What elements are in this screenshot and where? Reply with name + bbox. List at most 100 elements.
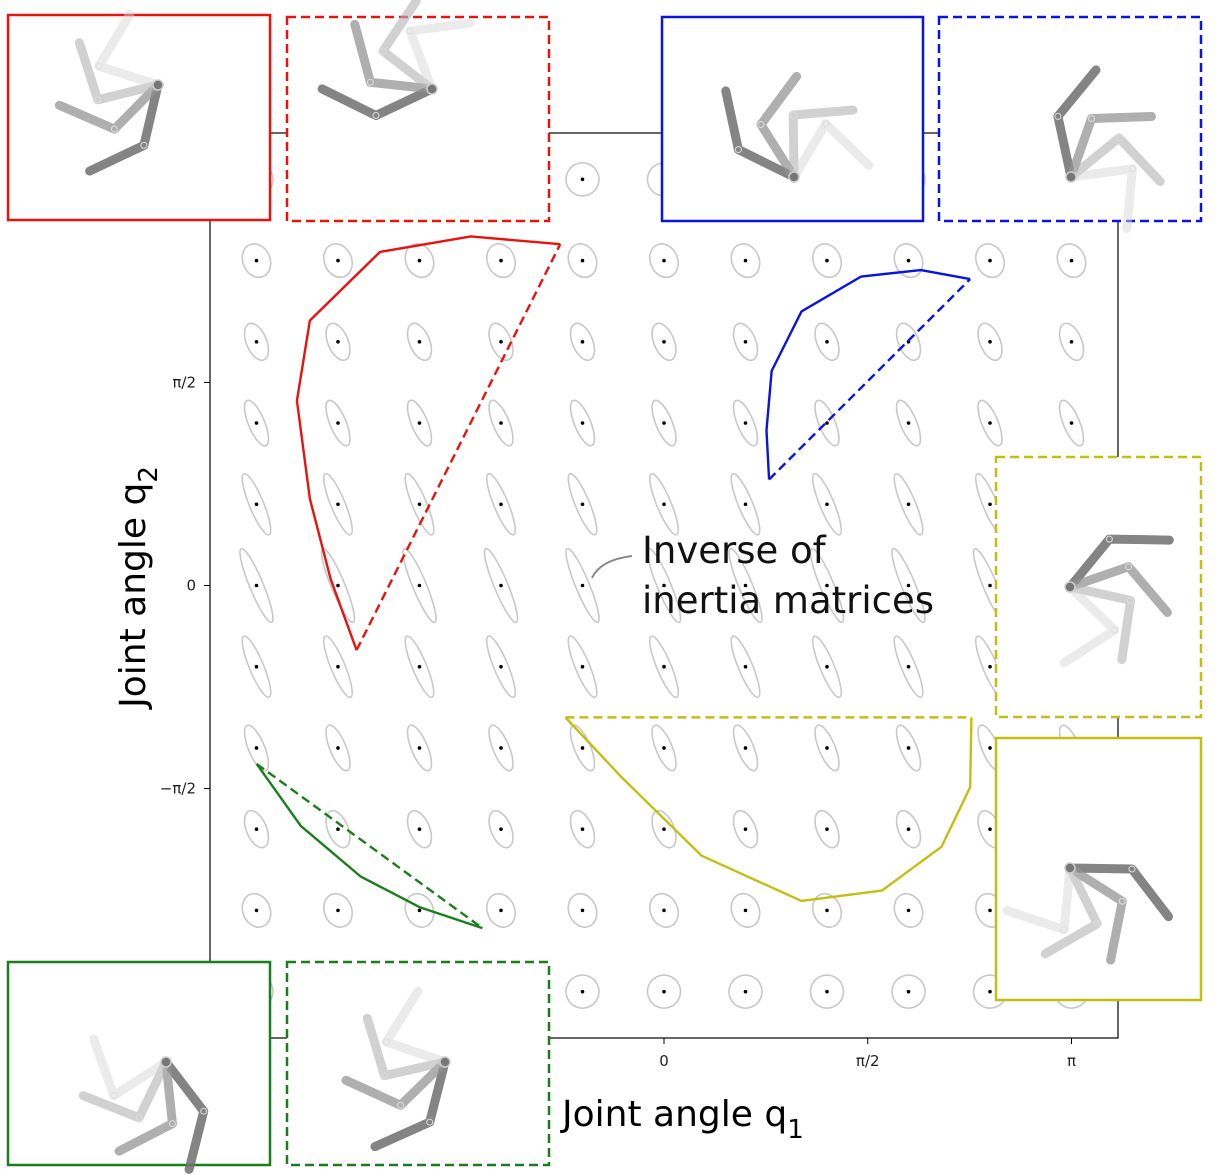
- grid-point: [580, 583, 585, 588]
- arm-link: [317, 84, 437, 120]
- inertia-ellipse: [565, 974, 600, 1009]
- grid-point: [743, 908, 748, 913]
- grid-point: [336, 339, 340, 344]
- arm-base: [152, 79, 164, 91]
- arm-base: [1065, 171, 1077, 183]
- inertia-ellipse: [1058, 399, 1085, 447]
- grid-point: [662, 421, 666, 425]
- inertia-ellipse: [569, 809, 596, 849]
- robot-arm: [1059, 534, 1174, 668]
- arm-link: [1065, 534, 1174, 592]
- grid-point: [580, 502, 585, 507]
- grid-point: [743, 746, 748, 750]
- robot-arm: [1002, 862, 1173, 965]
- trajectory: [295, 235, 561, 651]
- grid-point: [662, 746, 666, 750]
- grid-point: [417, 502, 422, 507]
- arm-link: [1065, 562, 1172, 617]
- arm-link: [1053, 65, 1101, 182]
- grid-point: [906, 827, 911, 832]
- inertia-ellipse: [895, 809, 922, 849]
- arm-link: [362, 1013, 450, 1081]
- arm-link: [341, 1057, 450, 1110]
- inertia-ellipse: [322, 635, 354, 699]
- robot-arm: [54, 10, 164, 176]
- inertia-ellipse: [895, 399, 922, 447]
- thumbnail-frame: [285, 15, 551, 223]
- arm-base: [439, 1056, 451, 1068]
- inertia-ellipse: [485, 243, 517, 279]
- inertia-ellipse: [243, 399, 270, 447]
- inertia-ellipse: [977, 399, 1003, 447]
- robot-arm: [78, 1034, 209, 1174]
- inertia-ellipse: [241, 243, 272, 279]
- arm-base: [160, 1056, 172, 1068]
- grid-point: [906, 664, 911, 669]
- grid-point: [254, 583, 259, 588]
- inertia-ellipse: [974, 243, 1006, 279]
- arm-joint: [94, 96, 102, 104]
- arm-joint: [1128, 865, 1136, 873]
- grid-point: [417, 583, 422, 588]
- grid-point: [417, 664, 422, 669]
- inertia-ellipse: [406, 399, 433, 447]
- grid-point: [906, 989, 911, 994]
- inertia-ellipse: [648, 892, 680, 928]
- thumbnail-frame: [937, 15, 1203, 223]
- arm-joint: [110, 125, 118, 133]
- grid-point: [254, 258, 259, 263]
- arm-joint: [1111, 626, 1119, 634]
- grid-point: [825, 827, 829, 832]
- grid-point: [825, 664, 829, 669]
- grid-point: [336, 421, 340, 425]
- inertia-ellipse: [485, 635, 517, 699]
- inertia-ellipse: [646, 547, 682, 624]
- robot-arm: [1053, 65, 1165, 233]
- arm-joint: [426, 1118, 434, 1126]
- grid-point: [988, 502, 992, 507]
- inertia-ellipse: [243, 809, 270, 849]
- arm-link: [350, 19, 437, 94]
- grid-point: [580, 746, 585, 750]
- grid-point: [662, 339, 666, 344]
- arm-link: [114, 1057, 177, 1156]
- x-axis-label: Joint angle q1: [560, 1094, 804, 1145]
- grid-point: [417, 908, 422, 913]
- grid-point: [499, 502, 503, 507]
- inertia-ellipse: [730, 635, 761, 699]
- robot-arm: [317, 0, 474, 120]
- arm-link: [85, 80, 163, 176]
- inertia-ellipse: [325, 809, 351, 849]
- inertia-ellipse: [565, 547, 600, 624]
- inertia-ellipse: [404, 243, 435, 279]
- inertia-ellipse: [483, 547, 519, 624]
- grid-point: [743, 664, 748, 669]
- thumbnail-frame: [6, 960, 272, 1167]
- y-label-text: Joint angle q: [113, 483, 154, 710]
- grid-point: [417, 258, 422, 263]
- inertia-ellipse: [1056, 243, 1087, 279]
- arm-link: [74, 38, 163, 105]
- grid-point: [662, 989, 666, 994]
- arm-base: [426, 83, 438, 95]
- inertia-ellipse: [241, 635, 272, 699]
- y-tick-label: π/2: [172, 373, 196, 391]
- arm-link: [1002, 863, 1075, 935]
- x-label-sub: 1: [787, 1115, 804, 1145]
- grid-point: [499, 746, 503, 750]
- y-tick-label: 0: [186, 577, 196, 595]
- inertia-ellipse: [569, 399, 596, 447]
- grid-point: [825, 339, 829, 344]
- inertia-ellipse: [893, 892, 924, 928]
- grid-point: [499, 583, 503, 588]
- inertia-ellipse: [646, 974, 682, 1009]
- arm-joint: [379, 47, 387, 55]
- arm-link: [1066, 164, 1137, 233]
- inertia-ellipse: [325, 322, 351, 362]
- grid-point: [988, 989, 992, 994]
- annotation: inertia matrices: [642, 579, 934, 622]
- x-label-text: Joint angle q: [560, 1094, 787, 1135]
- grid-point: [499, 664, 503, 669]
- grid-point: [988, 421, 992, 425]
- arm-base: [1064, 862, 1076, 874]
